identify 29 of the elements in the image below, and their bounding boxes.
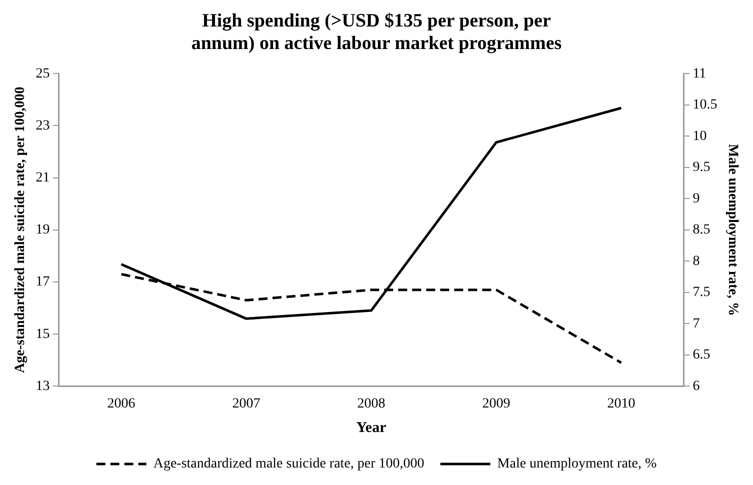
chart-title: High spending (>USD $135 per person, per annum) on active labour market programmes bbox=[191, 10, 562, 54]
y-tick-label: 19 bbox=[36, 222, 50, 238]
legend-label: Age-standardized male suicide rate, per 100,000 bbox=[153, 456, 424, 472]
y-tick-label: 13 bbox=[36, 378, 50, 394]
x-tick-label: 2006 bbox=[107, 396, 136, 412]
y2-tick-label: 11 bbox=[692, 66, 706, 82]
y2-tick-label: 9.5 bbox=[692, 160, 710, 176]
y2-tick-label: 6 bbox=[692, 378, 700, 394]
y-tick-label: 23 bbox=[36, 118, 50, 134]
x-axis-title: Year bbox=[356, 420, 387, 436]
y-axis-title: Age-standardized male suicide rate, per 100,000 bbox=[13, 86, 28, 374]
y-tick-label: 17 bbox=[36, 274, 50, 290]
y2-tick-label: 9 bbox=[692, 191, 700, 206]
x-tick-label: 2007 bbox=[232, 396, 260, 412]
y2-tick-label: 7.5 bbox=[692, 285, 710, 300]
y2-tick-label: 10 bbox=[692, 128, 707, 144]
y2-tick-label: 6.5 bbox=[692, 348, 710, 363]
y-tick-label: 21 bbox=[36, 170, 50, 186]
y2-tick-label: 10.5 bbox=[692, 98, 718, 113]
legend-label: Male unemployment rate, % bbox=[497, 456, 658, 472]
y-tick-label: 15 bbox=[36, 326, 50, 342]
y-tick-label: 25 bbox=[36, 66, 50, 82]
x-tick-label: 2008 bbox=[357, 396, 386, 412]
x-tick-label: 2009 bbox=[482, 396, 510, 412]
x-tick-label: 2010 bbox=[607, 396, 636, 412]
y2-tick-label: 8 bbox=[692, 254, 700, 269]
y2-axis-title: Male unemployment rate, % bbox=[724, 144, 740, 316]
y2-tick-label: 8.5 bbox=[692, 222, 710, 238]
y2-tick-label: 7 bbox=[692, 316, 700, 332]
